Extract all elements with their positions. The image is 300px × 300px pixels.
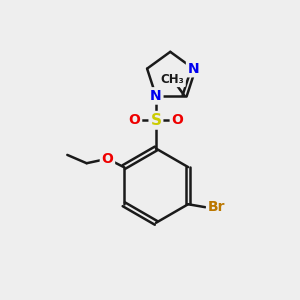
Text: O: O: [101, 152, 113, 166]
Text: Br: Br: [208, 200, 225, 214]
Text: O: O: [171, 113, 183, 127]
Text: N: N: [150, 89, 162, 103]
Text: N: N: [188, 62, 199, 76]
Text: S: S: [150, 113, 161, 128]
Text: CH₃: CH₃: [160, 73, 184, 85]
Text: O: O: [129, 113, 140, 127]
